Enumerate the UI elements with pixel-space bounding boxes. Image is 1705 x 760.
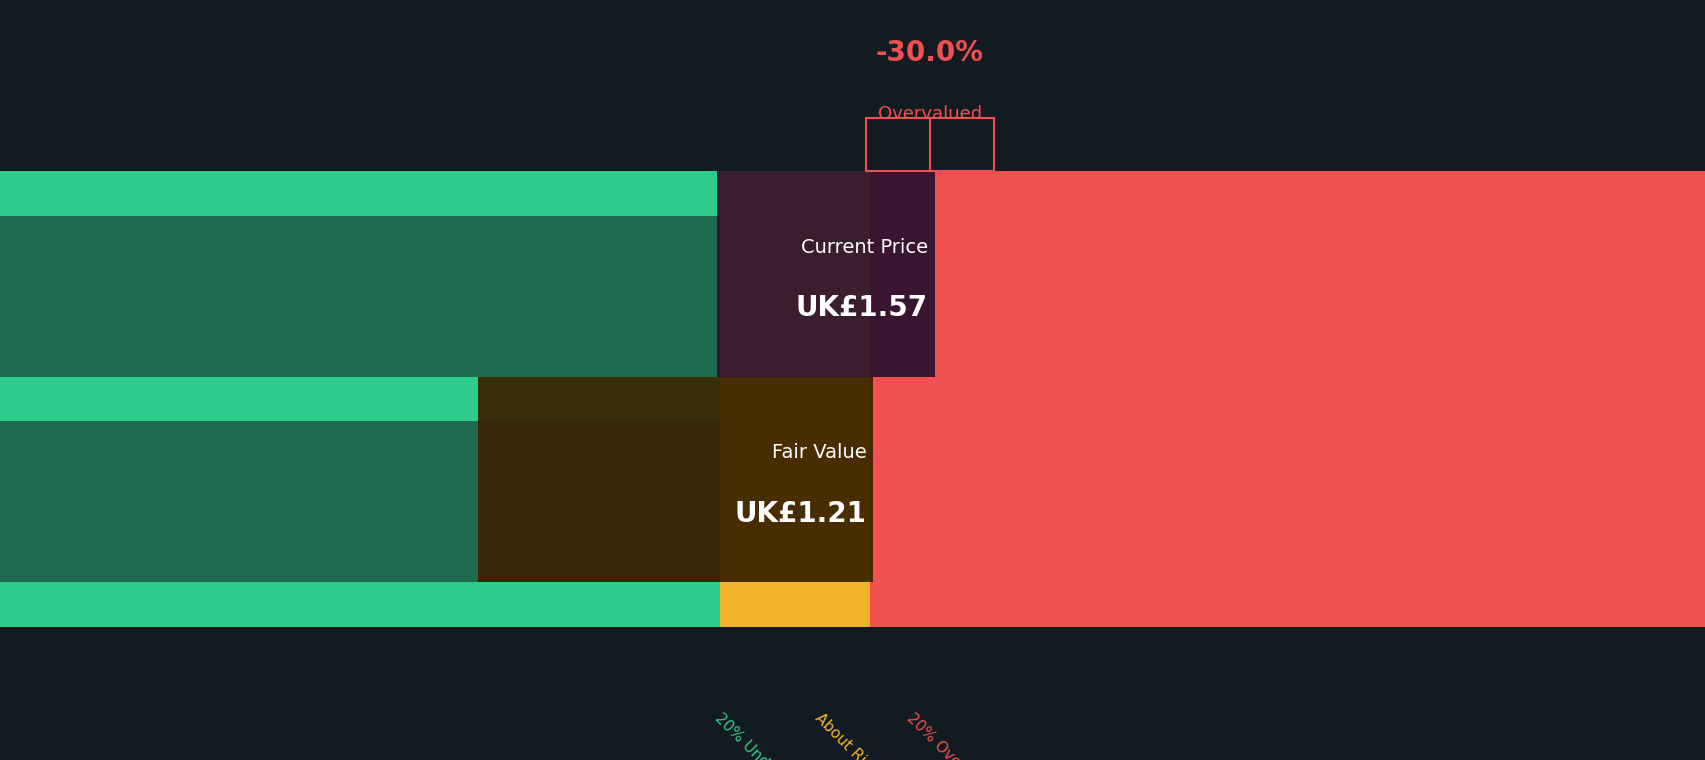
Bar <box>870 377 1705 421</box>
Bar <box>870 421 1705 582</box>
Bar <box>477 377 873 582</box>
Text: 20% Overvalued: 20% Overvalued <box>904 711 1004 760</box>
Bar <box>720 582 870 627</box>
Bar <box>720 171 870 216</box>
Bar <box>870 171 1705 216</box>
Text: -30.0%: -30.0% <box>875 40 984 67</box>
Text: Overvalued: Overvalued <box>876 105 982 123</box>
Bar <box>870 582 1705 627</box>
Bar <box>0 377 720 421</box>
Text: UK£1.21: UK£1.21 <box>735 499 866 527</box>
Bar <box>0 216 720 377</box>
Bar <box>720 421 870 582</box>
Bar <box>0 421 720 582</box>
Text: UK£1.57: UK£1.57 <box>796 294 928 322</box>
Bar <box>870 216 1705 377</box>
Text: 20% Undervalued: 20% Undervalued <box>711 711 818 760</box>
Text: About Right: About Right <box>812 711 887 760</box>
Bar <box>720 377 870 421</box>
Bar <box>866 118 992 171</box>
Bar <box>716 171 934 377</box>
Bar <box>720 216 870 377</box>
Bar <box>0 582 720 627</box>
Bar <box>0 171 720 216</box>
Text: Fair Value: Fair Value <box>771 443 866 462</box>
Text: Current Price: Current Price <box>800 238 928 257</box>
